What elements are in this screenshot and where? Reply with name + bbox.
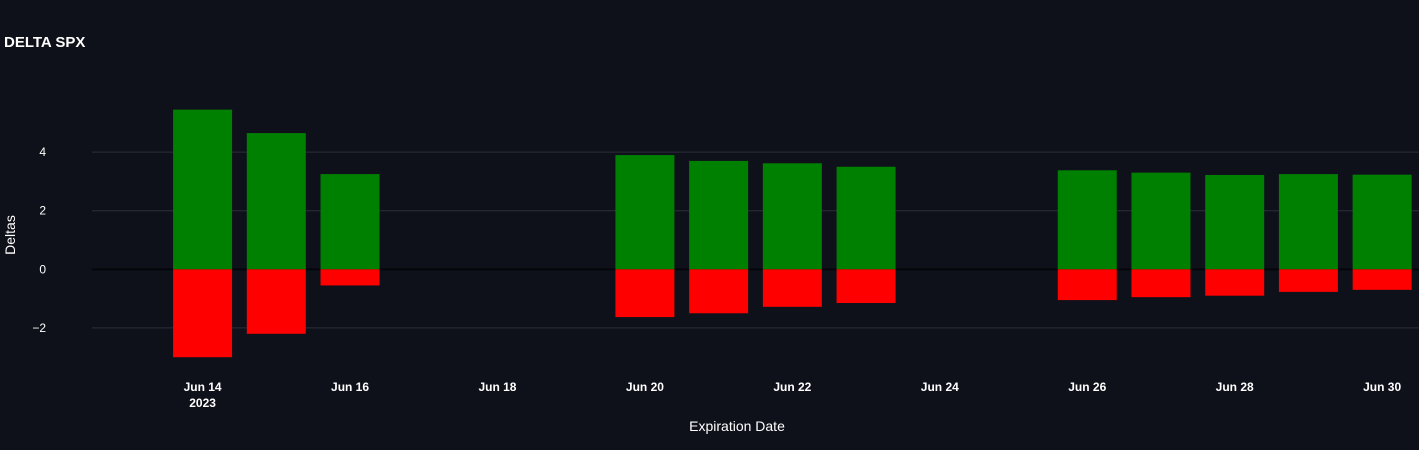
positive-delta-bar[interactable]	[1131, 173, 1190, 270]
x-tick-label: Jun 26	[1068, 380, 1106, 394]
negative-delta-bar[interactable]	[1279, 269, 1338, 292]
x-tick-label: Jun 16	[331, 380, 369, 394]
negative-delta-bar[interactable]	[247, 269, 306, 333]
y-axis-title: Deltas	[2, 215, 18, 255]
positive-delta-bar[interactable]	[1058, 170, 1117, 269]
negative-delta-bar[interactable]	[1205, 269, 1264, 295]
positive-delta-bar[interactable]	[1279, 174, 1338, 269]
y-axis-ticks: 4 2 0 −2	[32, 145, 46, 335]
y-tick-label: −2	[32, 321, 46, 335]
negative-delta-bar[interactable]	[173, 269, 232, 357]
x-tick-year-label: 2023	[189, 396, 216, 410]
x-tick-label: Jun 14	[184, 380, 222, 394]
x-axis-title: Expiration Date	[689, 418, 785, 434]
x-axis-ticks: Jun 14 2023 Jun 16 Jun 18 Jun 20 Jun 22 Jun 24…	[184, 380, 1402, 410]
negative-delta-bar[interactable]	[1353, 269, 1412, 290]
positive-delta-bar[interactable]	[615, 155, 674, 269]
y-tick-label: 4	[39, 145, 46, 159]
positive-delta-bar[interactable]	[321, 174, 380, 269]
positive-delta-bar[interactable]	[247, 133, 306, 269]
negative-delta-bar[interactable]	[615, 269, 674, 317]
x-tick-label: Jun 30	[1363, 380, 1401, 394]
bars	[173, 110, 1412, 358]
positive-delta-bar[interactable]	[837, 167, 896, 270]
x-tick-label: Jun 28	[1216, 380, 1254, 394]
positive-delta-bar[interactable]	[1353, 175, 1412, 270]
y-tick-label: 0	[39, 262, 46, 276]
negative-delta-bar[interactable]	[837, 269, 896, 303]
negative-delta-bar[interactable]	[763, 269, 822, 307]
positive-delta-bar[interactable]	[1205, 175, 1264, 269]
x-tick-label: Jun 22	[773, 380, 811, 394]
positive-delta-bar[interactable]	[173, 110, 232, 270]
x-tick-label: Jun 20	[626, 380, 664, 394]
negative-delta-bar[interactable]	[321, 269, 380, 285]
negative-delta-bar[interactable]	[689, 269, 748, 313]
x-tick-label: Jun 18	[478, 380, 516, 394]
positive-delta-bar[interactable]	[763, 163, 822, 269]
y-tick-label: 2	[39, 204, 46, 218]
negative-delta-bar[interactable]	[1058, 269, 1117, 300]
positive-delta-bar[interactable]	[689, 161, 748, 269]
negative-delta-bar[interactable]	[1131, 269, 1190, 297]
x-tick-label: Jun 24	[921, 380, 959, 394]
